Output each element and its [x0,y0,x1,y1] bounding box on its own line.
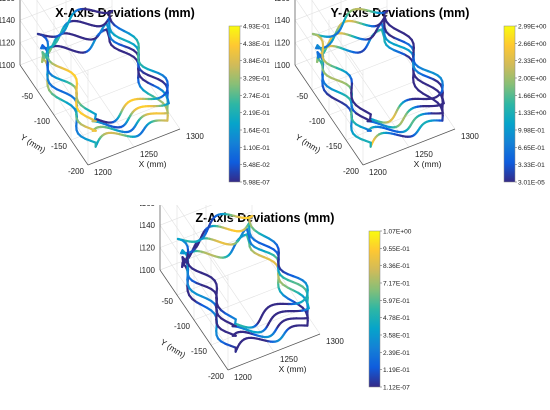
y-deviation-chart: Y-Axis Deviations (mm) 11001120114011601… [275,0,550,205]
colorbar-tick-label: 1.10E-01 [243,145,270,152]
colorbar-tick-label: 4.93E-01 [243,24,270,31]
chart-plot: 11001120114011601180-50-100-150-20012001… [0,0,270,187]
z-tick-label: 1140 [275,16,291,25]
y-tick-label: -150 [191,347,208,356]
y-tick-label: -100 [34,117,51,126]
y-tick-label: -150 [51,142,68,151]
colorbar [368,230,381,388]
colorbar-tick-label: 9.98E-01 [518,128,545,135]
y-tick-label: -200 [208,372,225,381]
colorbar-tick-label: 2.00E+00 [518,76,547,83]
colorbar-tick-label: 5.98E-07 [243,180,270,187]
chart-plot: 11001120114011601180-50-100-150-20012001… [275,0,547,187]
z-deviation-chart: Z-Axis Deviations (mm) 11001120114011601… [140,205,415,410]
colorbar-tick-label: 1.66E+00 [518,93,547,100]
colorbar-tick-label: 3.29E-01 [243,76,270,83]
contour-segment [245,226,251,238]
colorbar-tick-label: 2.99E+00 [518,24,547,31]
z-tick-label: 1100 [140,266,156,275]
y-tick-label: -200 [68,167,85,176]
colorbar-tick-label: 4.38E-01 [243,41,270,48]
x-tick-label: 1300 [461,132,479,141]
colorbar-tick-label: 8.36E-01 [383,263,410,270]
x-tick-label: 1250 [280,355,298,364]
contour-segment [380,21,386,33]
colorbar-tick-label: 1.19E-01 [383,367,410,374]
colorbar-tick-label: 5.97E-01 [383,298,410,305]
colorbar [228,25,241,183]
colorbar-tick-label: 2.19E-01 [243,110,270,117]
colorbar-tick-label: 1.12E-07 [383,385,410,392]
z-tick-label: 1120 [275,39,291,48]
z-tick-label: 1120 [0,39,16,48]
x-tick-label: 1250 [140,150,158,159]
y-axis-label: Y (mm) [159,337,188,360]
z-tick-label: 1160 [140,205,156,208]
colorbar-tick-label: 5.48E-02 [243,162,270,169]
y-tick-label: -100 [309,117,326,126]
y-axis-label: Y (mm) [294,132,323,155]
colorbar-tick-label: 2.66E+00 [518,41,547,48]
z-tick-label: 1100 [0,61,16,70]
x-tick-label: 1300 [186,132,204,141]
colorbar-tick-label: 4.78E-01 [383,315,410,322]
y-tick-label: -200 [343,167,360,176]
x-axis-label: X (mm) [414,159,442,169]
colorbar-tick-label: 2.33E+00 [518,58,547,65]
contour-segment [234,318,237,325]
colorbar-tick-label: 1.07E+00 [383,229,412,236]
y-tick-label: -100 [174,322,191,331]
colorbar-tick-label: 3.58E-01 [383,333,410,340]
colorbar-tick-label: 1.64E-01 [243,128,270,135]
colorbar-tick-label: 2.39E-01 [383,350,410,357]
z-tick-label: 1160 [275,0,291,3]
colorbar-tick-label: 3.33E-01 [518,162,545,169]
x-tick-label: 1200 [369,168,387,177]
colorbar-tick-label: 7.17E-01 [383,281,410,288]
y-tick-label: -50 [161,297,173,306]
z-tick-label: 1100 [275,61,291,70]
z-tick-label: 1120 [140,244,156,253]
contour-segment [105,21,111,33]
colorbar-tick-label: 2.74E-01 [243,93,270,100]
colorbar-tick-label: 3.84E-01 [243,58,270,65]
contour-segment [369,113,372,120]
x-deviation-chart: X-Axis Deviations (mm) 11001120114011601… [0,0,275,205]
chart-plot: 11001120114011601180-50-100-150-20012001… [140,205,412,392]
y-tick-label: -50 [21,92,33,101]
colorbar-tick-label: 6.65E-01 [518,145,545,152]
x-tick-label: 1200 [94,168,112,177]
z-tick-label: 1140 [140,221,156,230]
contour-segment [94,113,97,120]
x-axis-label: X (mm) [139,159,167,169]
colorbar [503,25,516,183]
y-tick-label: -50 [296,92,308,101]
colorbar-tick-label: 9.55E-01 [383,246,410,253]
colorbar-tick-label: 3.01E-05 [518,180,545,187]
x-tick-label: 1300 [326,337,344,346]
z-tick-label: 1160 [0,0,16,3]
y-axis-label: Y (mm) [19,132,48,155]
y-tick-label: -150 [326,142,343,151]
x-tick-label: 1250 [415,150,433,159]
colorbar-tick-label: 1.33E+00 [518,110,547,117]
x-axis-label: X (mm) [279,364,307,374]
z-tick-label: 1140 [0,16,16,25]
x-tick-label: 1200 [234,373,252,382]
